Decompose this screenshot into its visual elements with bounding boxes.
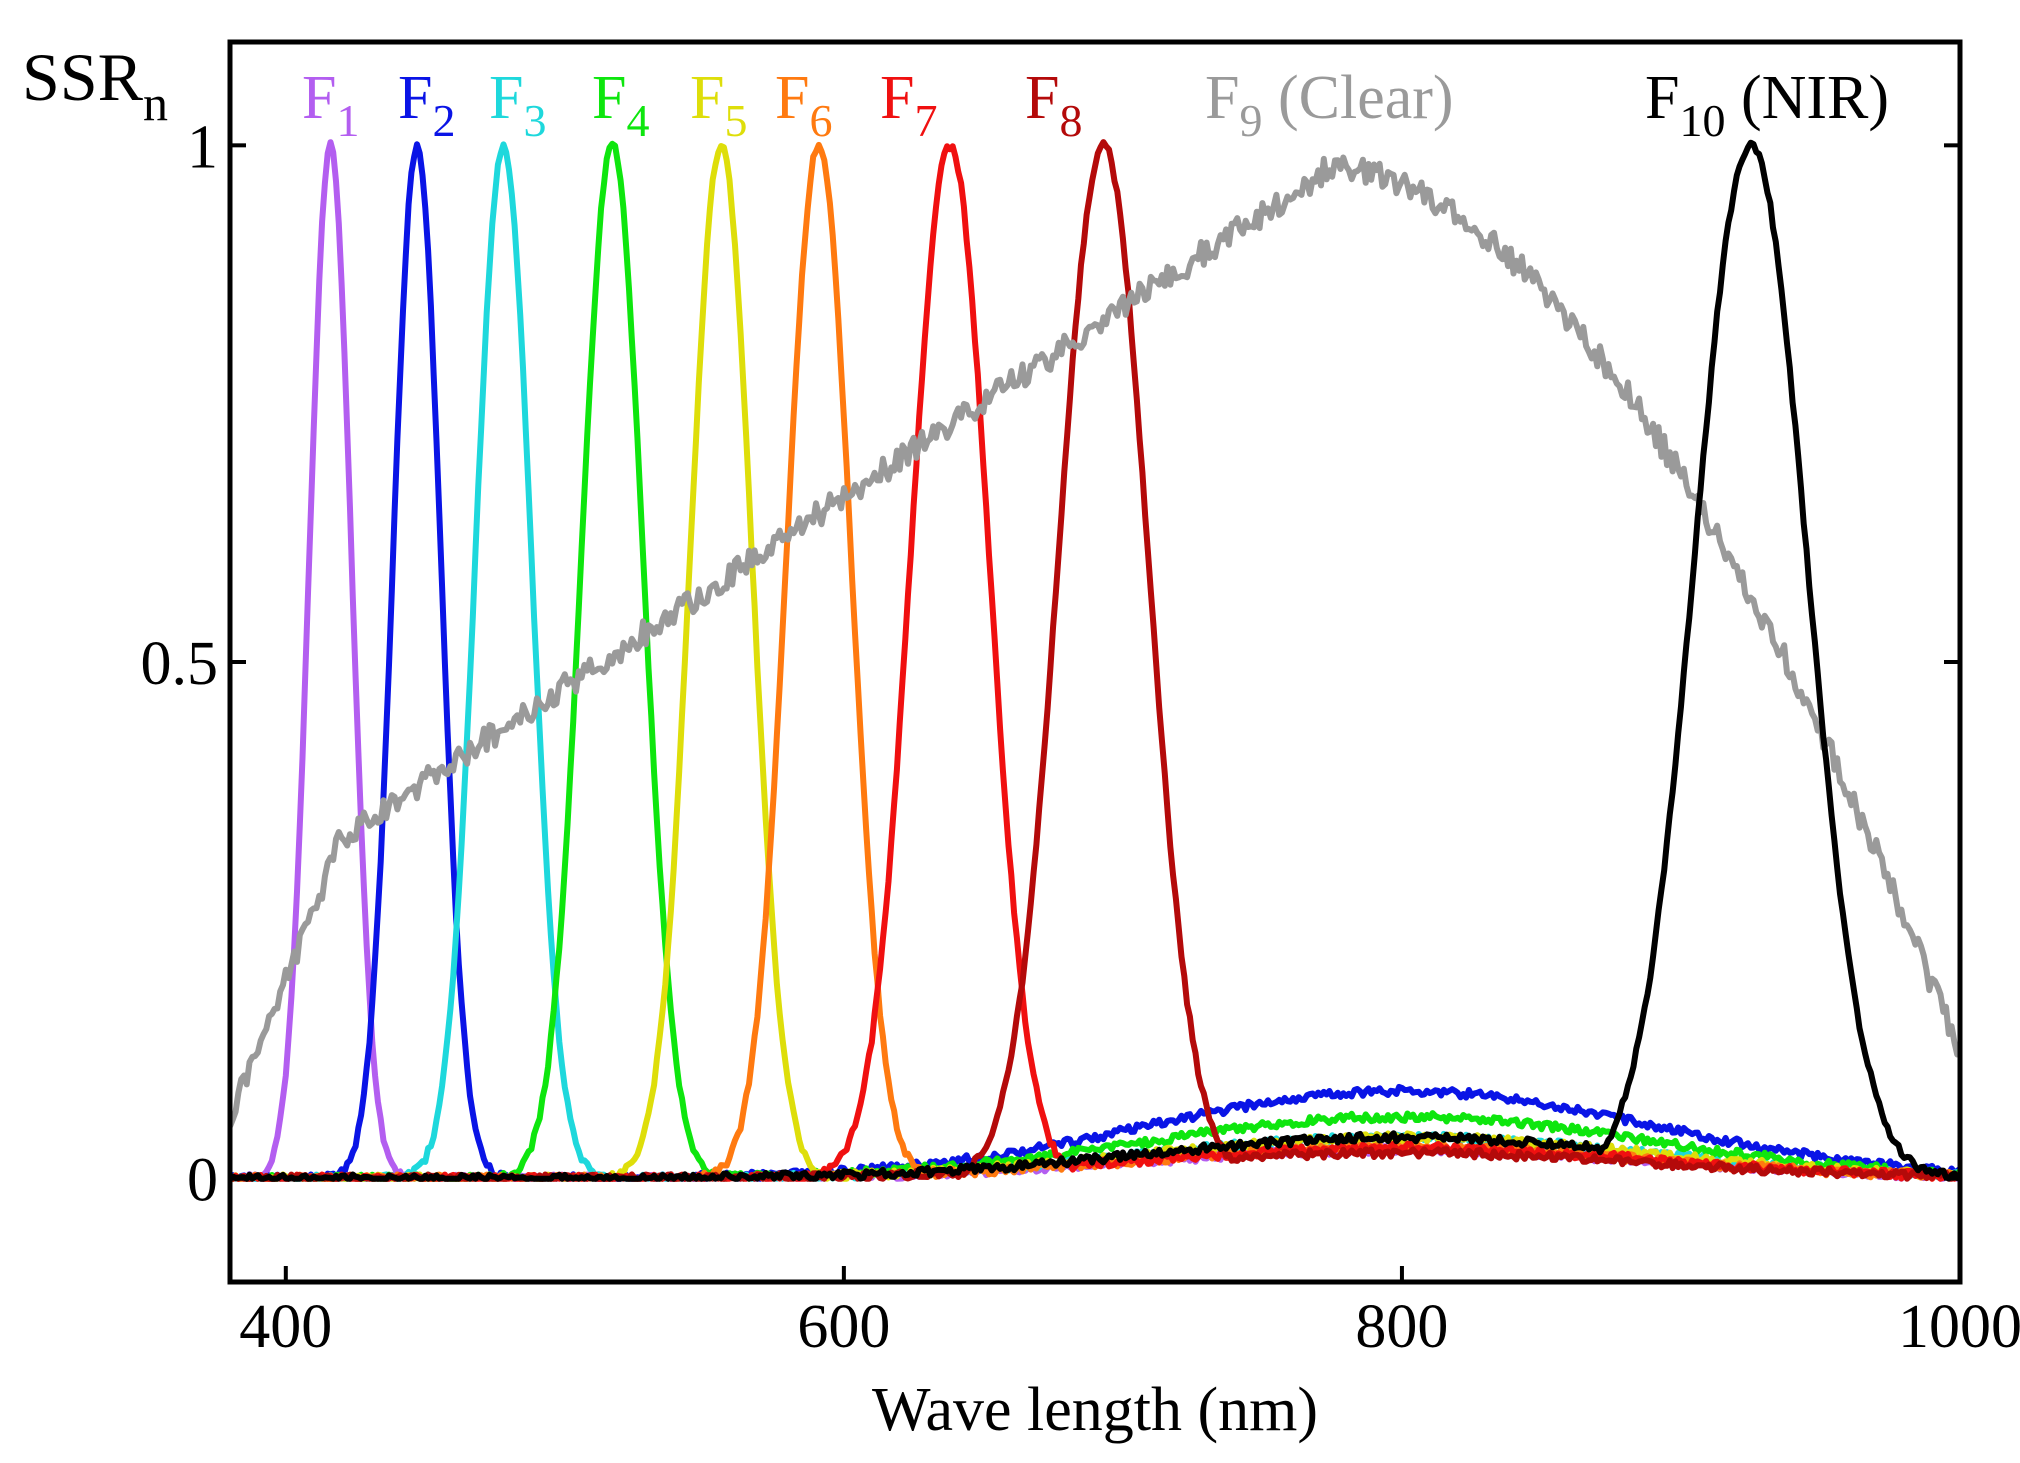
legend-label-f7: F7 — [880, 64, 937, 146]
legend-label-f2: F2 — [398, 64, 455, 146]
legend-label-f9: F9 (Clear) — [1205, 64, 1454, 146]
legend-label-f1: F1 — [302, 64, 359, 146]
series-line-f10 — [230, 139, 1960, 1182]
y-tick-label: 1 — [187, 113, 218, 181]
legend-labels: F1 F2 F3 F4 F5 F6 F7 F8 F9 (Clear) F10 (NIR) — [302, 64, 1889, 146]
series-line-f9 — [230, 154, 1960, 1128]
y-tick-label: 0 — [187, 1147, 218, 1215]
series-line-f3 — [230, 141, 1960, 1182]
x-axis-label: Wave length (nm) — [872, 1376, 1318, 1444]
legend-label-f10: F10 (NIR) — [1645, 64, 1889, 146]
tick-layer: 400 600 800 1000 0 0.5 1 — [141, 113, 2020, 1361]
series-line-f4 — [230, 140, 1960, 1182]
legend-label-f5: F5 — [690, 64, 747, 146]
x-tick-label: 600 — [797, 1293, 890, 1361]
series-layer — [230, 139, 1960, 1182]
x-tick-label: 800 — [1355, 1293, 1448, 1361]
x-tick-label: 1000 — [1898, 1293, 2020, 1361]
legend-label-f6: F6 — [775, 64, 832, 146]
x-tick-label: 400 — [239, 1293, 332, 1361]
y-axis-label: SSRn — [22, 39, 168, 131]
legend-label-f8: F8 — [1025, 64, 1082, 146]
y-tick-label: 0.5 — [141, 630, 219, 698]
legend-label-f3: F3 — [489, 64, 546, 146]
legend-label-f4: F4 — [592, 64, 649, 146]
